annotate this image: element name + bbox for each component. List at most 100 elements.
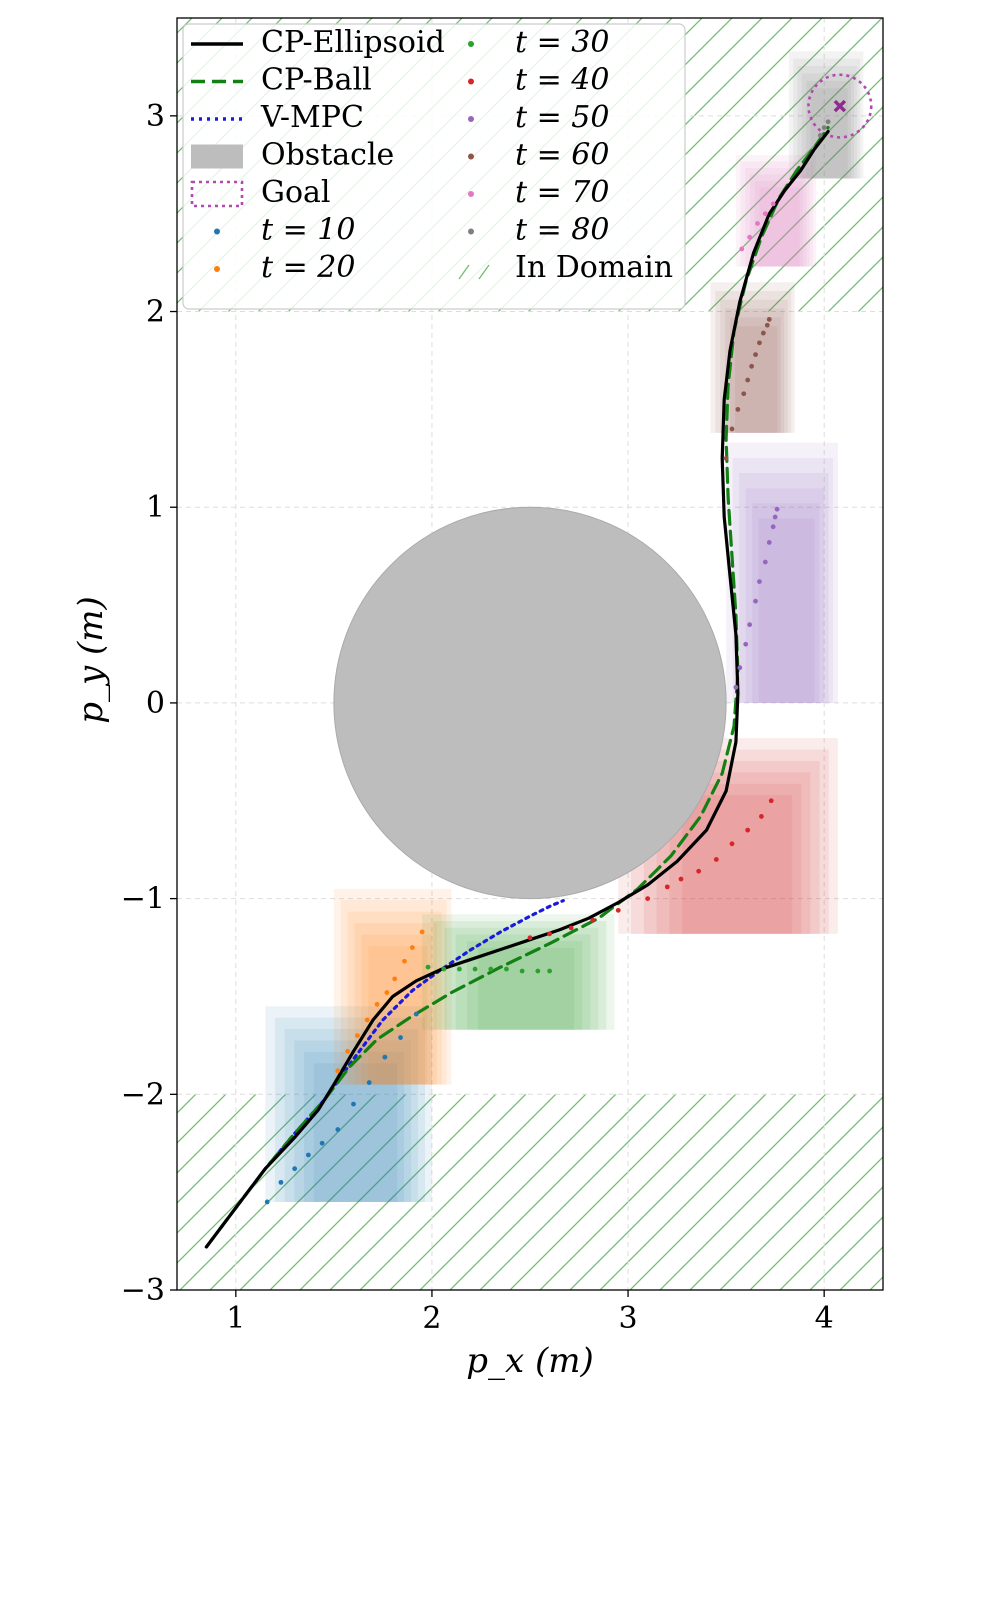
prediction-dot-t70 [770, 201, 776, 207]
x-tick-label: 2 [422, 1301, 441, 1336]
uncertainty-box-t50-2 [739, 473, 829, 703]
prediction-dot-t20 [374, 1001, 380, 1007]
prediction-dot-t20 [364, 1017, 370, 1023]
legend-label-in-domain: In Domain [515, 250, 673, 285]
prediction-dot-t50 [733, 684, 739, 690]
uncertainty-box-t60-5 [735, 326, 778, 433]
goal-region [807, 73, 873, 139]
prediction-dot-t40 [645, 896, 651, 902]
uncertainty-box-t50-5 [758, 518, 815, 703]
legend-handle-in-domain [458, 264, 490, 280]
prediction-dot-t10 [335, 1127, 341, 1132]
prediction-dot-t40 [713, 857, 719, 862]
prediction-dot-t10 [292, 1166, 298, 1172]
legend-label-t-40: t = 40 [515, 63, 609, 98]
prediction-dot-t10 [305, 1152, 311, 1158]
prediction-dot-t40 [696, 868, 702, 874]
prediction-dot-t20 [402, 958, 407, 964]
prediction-dot-t20 [392, 976, 398, 982]
y-tick-label: −1 [121, 882, 165, 917]
prediction-dot-t40 [678, 876, 684, 882]
prediction-dot-t20 [409, 945, 415, 950]
prediction-dot-t30 [535, 968, 541, 974]
prediction-dot-t30 [519, 968, 525, 974]
prediction-dot-t50 [772, 514, 778, 520]
prediction-dot-t40 [568, 925, 574, 931]
prediction-dot-t60 [757, 340, 762, 346]
legend-label-obstacle: Obstacle [261, 138, 394, 173]
prediction-dot-t40 [768, 798, 774, 804]
legend-label-cp-ball: CP-Ball [261, 63, 372, 98]
prediction-dot-t50 [743, 641, 749, 647]
uncertainty-box-t10-1 [274, 1017, 425, 1202]
uncertainty-box-t30-0 [422, 914, 615, 1030]
legend-handle-goal [190, 180, 244, 208]
uncertainty-box-t70-0 [735, 154, 817, 267]
prediction-dot-t50 [753, 598, 758, 604]
prediction-dot-t80 [825, 119, 831, 125]
legend-label-t-80: t = 80 [515, 213, 609, 248]
prediction-dot-t40 [527, 935, 533, 941]
uncertainty-box-t30-3 [455, 934, 591, 1030]
legend-label-t-60: t = 60 [515, 138, 609, 173]
x-tick-label: 3 [619, 1301, 638, 1336]
prediction-dot-t10 [278, 1179, 284, 1185]
prediction-dot-t10 [382, 1054, 388, 1060]
prediction-dot-t20 [419, 929, 425, 935]
legend-handle-t-30 [468, 41, 474, 47]
prediction-dot-t40 [615, 907, 621, 913]
legend-label-goal: Goal [261, 175, 331, 210]
prediction-dot-t70 [762, 211, 768, 217]
y-axis-label: p_y (m) [71, 596, 111, 724]
prediction-dot-t30 [472, 966, 478, 972]
legend-label-t-20: t = 20 [261, 250, 355, 285]
prediction-dot-t20 [345, 1048, 351, 1054]
uncertainty-box-t20-2 [347, 911, 442, 1085]
uncertainty-box-t40-5 [682, 795, 793, 934]
goal-layer [807, 73, 873, 139]
plot-area [177, 18, 883, 1290]
uncertainty-box-t10-4 [304, 1051, 405, 1202]
uncertainty-box-t10-5 [313, 1063, 398, 1202]
prediction-dot-t60 [766, 316, 772, 322]
prediction-dot-t30 [425, 964, 431, 970]
legend-handle-t-10 [214, 228, 220, 235]
prediction-dot-t10 [398, 1035, 403, 1040]
uncertainty-box-t70-1 [740, 161, 813, 267]
uncertainty-box-t30-2 [444, 927, 599, 1030]
goal-marker [833, 99, 847, 113]
prediction-dot-t30 [457, 966, 462, 972]
uncertainty-box-t50-3 [745, 488, 824, 703]
prediction-dot-t10 [264, 1199, 270, 1205]
uncertainty-box-t30-5 [478, 947, 575, 1030]
prediction-dot-t60 [760, 330, 766, 336]
uncertainty-box-t30-1 [433, 921, 607, 1030]
prediction-dots [264, 119, 831, 1205]
prediction-dot-t50 [762, 559, 768, 565]
uncertainty-box-t20-3 [354, 923, 437, 1085]
uncertainty-box-t70-4 [754, 181, 803, 267]
prediction-dot-t50 [757, 579, 762, 584]
uncertainty-box-t20-1 [340, 900, 447, 1085]
legend-frame [182, 23, 686, 310]
prediction-dot-t50 [747, 622, 753, 628]
prediction-dot-t20 [335, 1068, 341, 1074]
prediction-dot-t80 [821, 125, 827, 130]
prediction-dot-t10 [319, 1140, 325, 1146]
prediction-dot-t60 [735, 406, 741, 412]
uncertainty-box-t80-3 [801, 73, 855, 179]
legend-handle-t-20 [214, 266, 220, 272]
uncertainty-box-t70-3 [749, 174, 807, 267]
uncertainty-box-t50-1 [732, 457, 834, 703]
prediction-dot-t40 [590, 917, 596, 923]
y-tick-label: 1 [146, 490, 165, 525]
prediction-dot-t60 [723, 455, 729, 461]
y-tick-label: 0 [146, 686, 165, 721]
prediction-dot-t40 [729, 841, 735, 847]
prediction-dot-t50 [737, 665, 743, 671]
prediction-dot-t70 [747, 234, 753, 240]
prediction-dot-t70 [755, 221, 760, 226]
prediction-dot-t10 [366, 1080, 372, 1085]
